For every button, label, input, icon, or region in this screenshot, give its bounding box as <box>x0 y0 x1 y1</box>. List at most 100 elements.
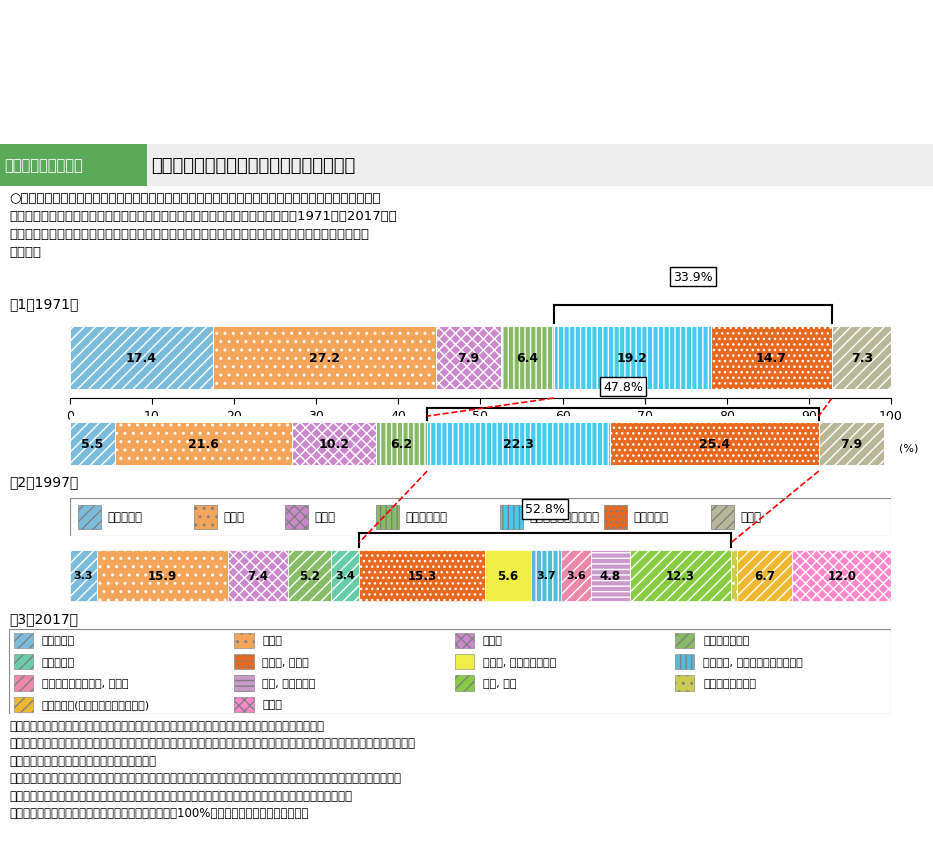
Text: 農林・漁業: 農林・漁業 <box>107 511 143 524</box>
Bar <box>731 550 737 601</box>
Text: 22.3: 22.3 <box>503 438 534 450</box>
Text: 7.9: 7.9 <box>840 438 862 450</box>
Text: 6.7: 6.7 <box>755 569 775 582</box>
Bar <box>675 633 694 648</box>
Text: 14.7: 14.7 <box>756 351 787 365</box>
Bar <box>234 676 254 691</box>
Text: 教育, 学習支援業: 教育, 学習支援業 <box>262 678 315 688</box>
Bar <box>604 505 627 530</box>
Bar <box>70 327 213 390</box>
Text: 建設業: 建設業 <box>314 511 336 524</box>
Text: サービス業: サービス業 <box>634 511 668 524</box>
Text: （2）1997年: （2）1997年 <box>9 474 78 489</box>
Bar <box>292 422 376 466</box>
Bar <box>792 550 891 601</box>
Bar <box>553 327 711 390</box>
Text: 複合サービス事業: 複合サービス事業 <box>703 678 757 688</box>
Text: 建設業: 建設業 <box>482 635 503 646</box>
Text: 7.3: 7.3 <box>851 351 873 365</box>
Text: 4.8: 4.8 <box>600 569 620 582</box>
Text: 47.8%: 47.8% <box>603 380 643 393</box>
Bar <box>819 422 884 466</box>
Text: 3.6: 3.6 <box>565 571 586 581</box>
Text: 産業別の就業者数（就業者シェア）の推移: 産業別の就業者数（就業者シェア）の推移 <box>151 157 355 175</box>
Bar <box>288 550 331 601</box>
Text: その他: その他 <box>262 699 283 710</box>
Bar <box>484 550 531 601</box>
Bar <box>427 422 610 466</box>
Text: 運輸業・郵便業: 運輸業・郵便業 <box>703 635 749 646</box>
Bar <box>147 145 933 187</box>
Text: その他: その他 <box>741 511 761 524</box>
Bar <box>561 550 591 601</box>
Bar <box>331 550 359 601</box>
Bar <box>70 422 115 466</box>
Bar <box>501 327 553 390</box>
Bar <box>376 505 399 530</box>
Bar <box>531 550 561 601</box>
Text: 5.5: 5.5 <box>81 438 104 450</box>
Text: 19.2: 19.2 <box>617 351 648 365</box>
Bar <box>359 550 484 601</box>
Bar <box>0 145 147 187</box>
Text: 医療, 福祉: 医療, 福祉 <box>482 678 516 688</box>
Text: 資料出所　総務省統計局「就業構造基本調査」をもとに厚生労働省政策統括官付政策統括室にて作成
　（注）　１）（１）（２）図の「その他」は、「鉱業」「電気・ガス・熱: 資料出所 総務省統計局「就業構造基本調査」をもとに厚生労働省政策統括官付政策統括… <box>9 719 415 819</box>
Text: 17.4: 17.4 <box>126 351 157 365</box>
Text: 5.6: 5.6 <box>497 569 518 582</box>
Text: （1）1971年: （1）1971年 <box>9 297 78 310</box>
Text: (%): (%) <box>899 443 919 453</box>
Text: 宿泊業, 飲食サービス業: 宿泊業, 飲食サービス業 <box>482 657 556 667</box>
Bar <box>14 633 34 648</box>
Bar <box>14 654 34 670</box>
Bar <box>630 550 731 601</box>
Text: 学術研究, 専門・技術サービス業: 学術研究, 専門・技術サービス業 <box>703 657 803 667</box>
Bar <box>228 550 288 601</box>
Bar <box>436 327 501 390</box>
Text: 第２－（１）－３図: 第２－（１）－３図 <box>5 159 83 173</box>
Bar <box>97 550 228 601</box>
Text: 生活関連サービス業, 娯楽業: 生活関連サービス業, 娯楽業 <box>42 678 129 688</box>
Text: サービス業(他に分類されないもの): サービス業(他に分類されないもの) <box>42 699 150 710</box>
Bar <box>832 327 892 390</box>
Bar <box>70 550 97 601</box>
Bar <box>591 550 630 601</box>
Text: 卵売業, 小売業: 卵売業, 小売業 <box>262 657 309 667</box>
Bar <box>194 505 217 530</box>
Bar <box>376 422 427 466</box>
Text: 6.4: 6.4 <box>516 351 538 365</box>
Bar <box>711 505 734 530</box>
Text: ○　第１次産業（農林・漁業）、第２次産業（製造業、建設業）、第３次産業（卸売業、小売業やサー
　ビス業など）といった大まかな分類ごとに就業者シェアの変遷を確認す: ○ 第１次産業（農林・漁業）、第２次産業（製造業、建設業）、第３次産業（卸売業、… <box>9 191 397 258</box>
Text: 7.9: 7.9 <box>457 351 480 365</box>
Text: 製造業: 製造業 <box>262 635 283 646</box>
Text: 7.4: 7.4 <box>247 569 269 582</box>
Text: 27.2: 27.2 <box>309 351 340 365</box>
Bar <box>737 550 792 601</box>
Text: 運輸・通信業: 運輸・通信業 <box>406 511 448 524</box>
Text: 15.3: 15.3 <box>407 569 437 582</box>
Text: 3.7: 3.7 <box>536 571 555 581</box>
Text: 52.8%: 52.8% <box>525 503 564 516</box>
Text: 12.3: 12.3 <box>666 569 695 582</box>
Text: 3.3: 3.3 <box>74 571 93 581</box>
Text: 製造業: 製造業 <box>224 511 244 524</box>
Bar <box>14 697 34 712</box>
Bar <box>115 422 292 466</box>
Bar <box>213 327 436 390</box>
Bar <box>675 654 694 670</box>
Text: 10.2: 10.2 <box>319 438 350 450</box>
Text: 33.9%: 33.9% <box>673 270 713 284</box>
Bar <box>78 505 101 530</box>
Text: 6.2: 6.2 <box>391 438 412 450</box>
Text: 25.4: 25.4 <box>699 438 730 450</box>
Text: 3.4: 3.4 <box>335 571 355 581</box>
Bar <box>14 676 34 691</box>
Text: 5.2: 5.2 <box>299 569 320 582</box>
Text: 15.9: 15.9 <box>147 569 177 582</box>
Bar <box>285 505 308 530</box>
Text: 情報通信業: 情報通信業 <box>42 657 75 667</box>
Bar <box>454 654 474 670</box>
Bar <box>610 422 819 466</box>
Text: （3）2017年: （3）2017年 <box>9 611 78 625</box>
Bar <box>234 633 254 648</box>
Bar <box>675 676 694 691</box>
